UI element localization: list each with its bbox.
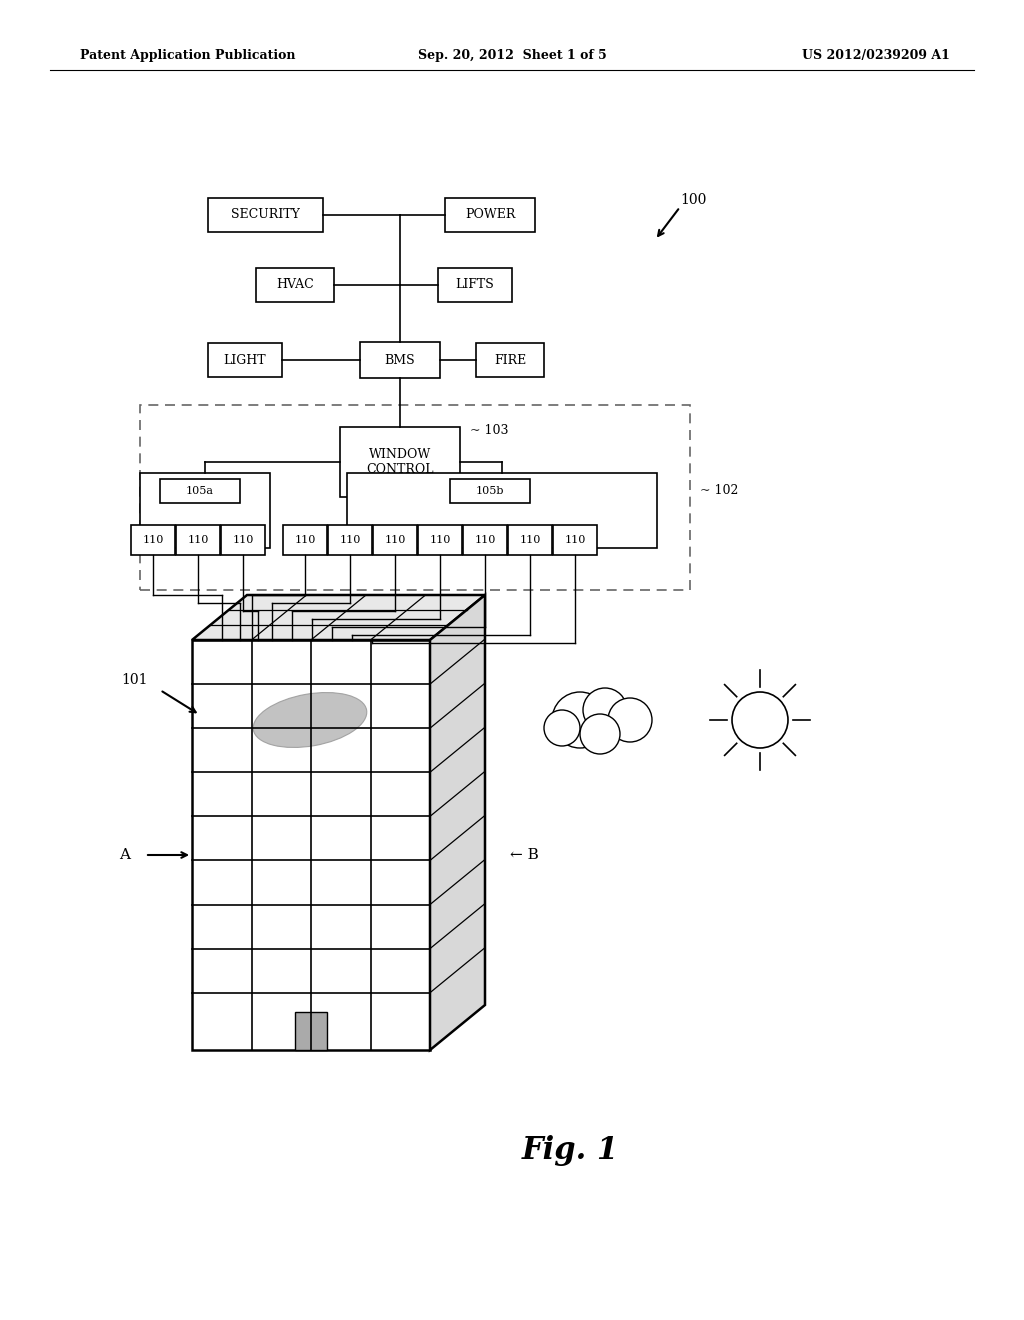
Polygon shape [430, 595, 485, 1049]
Bar [508, 525, 552, 554]
Text: Sep. 20, 2012  Sheet 1 of 5: Sep. 20, 2012 Sheet 1 of 5 [418, 49, 606, 62]
Bar [328, 525, 372, 554]
Bar [283, 525, 327, 554]
Text: FIRE: FIRE [494, 354, 526, 367]
Text: 100: 100 [680, 193, 707, 207]
Bar [463, 525, 507, 554]
Bar [160, 479, 240, 503]
Text: 110: 110 [474, 535, 496, 545]
Text: 110: 110 [339, 535, 360, 545]
Text: ~ 102: ~ 102 [700, 483, 738, 496]
Text: 110: 110 [294, 535, 315, 545]
Text: 110: 110 [384, 535, 406, 545]
Bar [140, 473, 270, 548]
Text: BMS: BMS [385, 354, 416, 367]
Bar [418, 525, 462, 554]
Text: 110: 110 [564, 535, 586, 545]
Text: LIFTS: LIFTS [456, 279, 495, 292]
Circle shape [583, 688, 627, 733]
Bar [208, 343, 282, 378]
Circle shape [544, 710, 580, 746]
Bar [438, 268, 512, 302]
Text: 110: 110 [519, 535, 541, 545]
Polygon shape [193, 640, 430, 1049]
Bar [553, 525, 597, 554]
Bar [221, 525, 265, 554]
Text: 110: 110 [187, 535, 209, 545]
Bar [176, 525, 220, 554]
Text: 110: 110 [429, 535, 451, 545]
Text: Patent Application Publication: Patent Application Publication [80, 49, 296, 62]
Text: 110: 110 [142, 535, 164, 545]
Bar [347, 473, 657, 548]
Text: US 2012/0239209 A1: US 2012/0239209 A1 [802, 49, 950, 62]
Text: A: A [119, 847, 130, 862]
Ellipse shape [253, 693, 367, 747]
Bar [208, 198, 323, 232]
Bar [476, 343, 544, 378]
Text: 110: 110 [232, 535, 254, 545]
Text: 101: 101 [122, 673, 148, 686]
Text: SECURITY: SECURITY [230, 209, 299, 222]
Bar [373, 525, 417, 554]
Bar [295, 1012, 327, 1049]
Text: POWER: POWER [465, 209, 515, 222]
Bar [131, 525, 175, 554]
Circle shape [608, 698, 652, 742]
Bar [256, 268, 334, 302]
Text: 105b: 105b [476, 486, 504, 495]
Polygon shape [193, 595, 485, 640]
Bar [140, 405, 690, 590]
Bar [445, 198, 535, 232]
Text: HVAC: HVAC [276, 279, 314, 292]
Text: Fig. 1: Fig. 1 [521, 1134, 618, 1166]
Bar [450, 479, 530, 503]
Bar [360, 342, 440, 378]
Bar [340, 426, 460, 498]
Text: LIGHT: LIGHT [223, 354, 266, 367]
Text: ~ 103: ~ 103 [470, 424, 509, 437]
Circle shape [732, 692, 788, 748]
Circle shape [552, 692, 608, 748]
Text: WINDOW
CONTROL: WINDOW CONTROL [367, 447, 434, 477]
Circle shape [580, 714, 620, 754]
Text: ← B: ← B [510, 847, 539, 862]
Text: 105a: 105a [186, 486, 214, 495]
